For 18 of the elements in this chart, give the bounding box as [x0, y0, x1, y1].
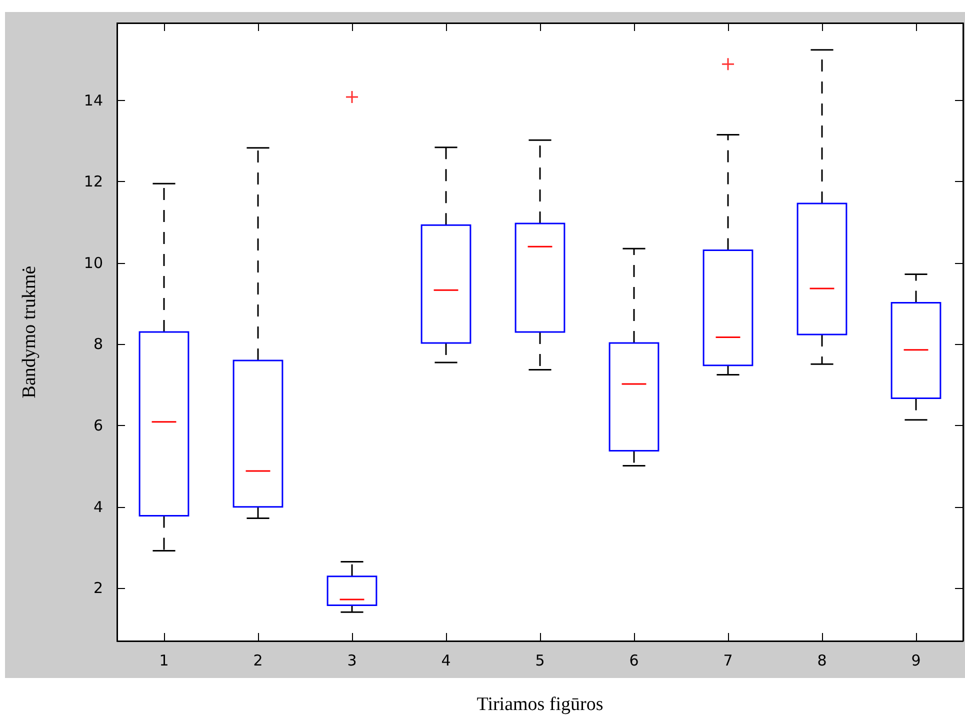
y-tick-label: 8: [93, 335, 103, 354]
x-tick-label: 5: [535, 652, 545, 670]
x-tick-label: 6: [629, 652, 639, 670]
y-axis-title: Bandymo trukmė: [19, 266, 40, 398]
y-tick-label: 10: [84, 254, 103, 272]
x-tick-label: 8: [817, 652, 827, 670]
x-tick-label: 9: [911, 652, 921, 670]
y-tick-label: 14: [84, 91, 103, 110]
x-tick-label: 2: [253, 652, 263, 670]
y-tick-label: 12: [84, 172, 103, 191]
y-tick-label: 6: [93, 416, 103, 435]
x-tick-label: 7: [723, 652, 733, 670]
x-axis-title: Tiriamos figūros: [476, 694, 604, 715]
y-tick-label: 4: [93, 498, 103, 516]
x-tick-label: 3: [347, 652, 357, 670]
x-tick-label: 4: [441, 652, 451, 670]
x-tick-label: 1: [159, 652, 169, 670]
y-tick-label: 2: [93, 579, 103, 598]
